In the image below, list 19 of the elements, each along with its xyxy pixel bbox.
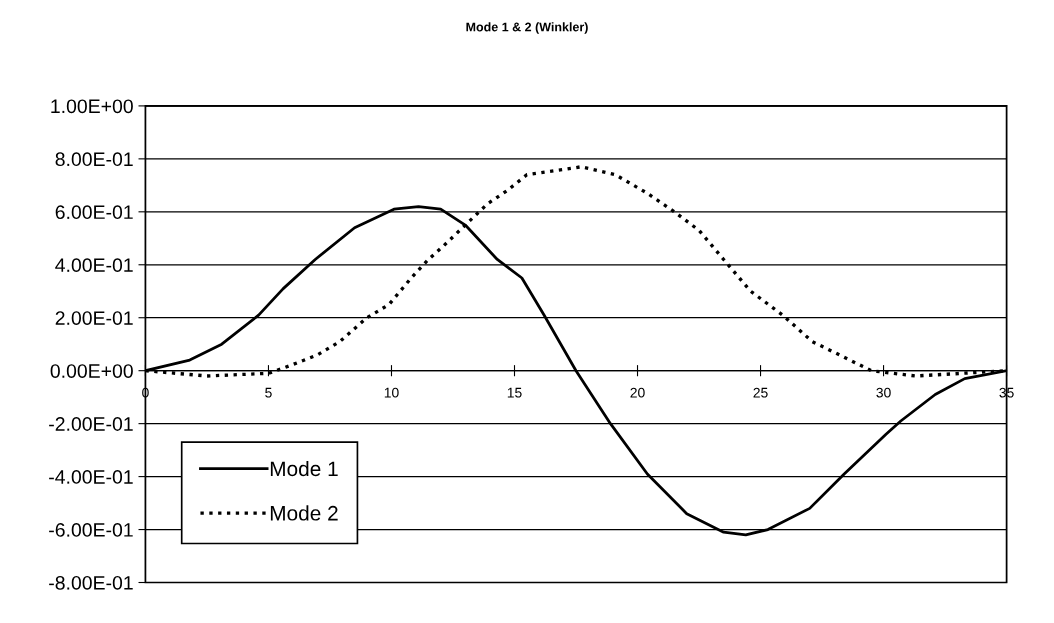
x-tick-label: 10 — [384, 387, 399, 398]
x-tick-label: 15 — [507, 387, 522, 398]
legend-label: Mode 2 — [270, 505, 338, 521]
y-tick-label: 4.00E-01 — [55, 258, 133, 273]
legend-label: Mode 1 — [270, 460, 338, 477]
x-tick-label: 5 — [265, 387, 272, 398]
x-tick-label: 25 — [753, 387, 768, 398]
x-tick-label: 30 — [876, 387, 891, 398]
x-tick-label: 20 — [630, 387, 645, 398]
y-tick-label: 8.00E-01 — [55, 152, 133, 167]
y-tick-label: -4.00E-01 — [49, 470, 133, 484]
y-tick-label: 0.00E+00 — [50, 364, 133, 378]
y-tick-label: -8.00E-01 — [49, 575, 133, 590]
chart-title: Mode 1 & 2 (Winkler) — [466, 22, 588, 34]
y-tick-label: -6.00E-01 — [49, 523, 133, 537]
y-tick-label: 6.00E-01 — [55, 205, 133, 220]
y-tick-label: 2.00E-01 — [55, 311, 133, 325]
y-tick-label: -2.00E-01 — [49, 417, 133, 431]
y-tick-label: 1.00E+00 — [51, 99, 133, 114]
